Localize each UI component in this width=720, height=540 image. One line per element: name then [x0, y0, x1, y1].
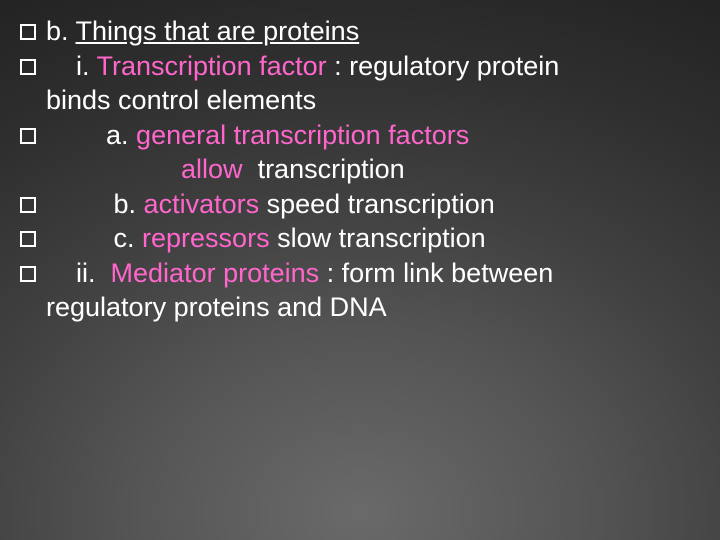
line-2-text: i. Transcription factor : regulatory pro…	[46, 49, 688, 84]
line-6-continuation: regulatory proteins and DNA	[20, 290, 688, 325]
line-3c-pre	[46, 154, 181, 184]
checkbox-icon	[20, 197, 36, 213]
line-4-post: speed transcription	[267, 189, 495, 219]
line-3c-post: transcription	[243, 154, 405, 184]
line-6-pre: ii.	[46, 258, 111, 288]
bullet-line-5: c. repressors slow transcription	[20, 221, 688, 256]
checkbox-icon	[20, 24, 36, 40]
line-2-pre: i.	[46, 51, 97, 81]
line-2-post: : regulatory protein	[334, 51, 559, 81]
line-3-term: general transcription factors	[136, 120, 469, 150]
checkbox-icon	[20, 59, 36, 75]
line-4-term: activators	[144, 189, 267, 219]
line-1-text: b. Things that are proteins	[46, 14, 688, 49]
line-4-pre: b.	[46, 189, 144, 219]
line-6-post: : form link between	[327, 258, 554, 288]
line-3-continuation: allow transcription	[20, 152, 688, 187]
bullet-line-3: a. general transcription factors	[20, 118, 688, 153]
bullet-line-2: i. Transcription factor : regulatory pro…	[20, 49, 688, 84]
checkbox-icon	[20, 231, 36, 247]
line-2-continuation: binds control elements	[20, 83, 688, 118]
line-2-term: Transcription factor	[97, 51, 335, 81]
line-1-heading: Things that are proteins	[76, 16, 360, 46]
bullet-line-1: b. Things that are proteins	[20, 14, 688, 49]
line-5-pre: c.	[46, 223, 142, 253]
slide-content: b. Things that are proteins i. Transcrip…	[0, 0, 720, 325]
line-6-term: Mediator proteins	[111, 258, 327, 288]
line-3-pre: a.	[46, 120, 136, 150]
bullet-line-6: ii. Mediator proteins : form link betwee…	[20, 256, 688, 291]
line-1-pre: b.	[46, 16, 76, 46]
checkbox-icon	[20, 128, 36, 144]
line-6-text: ii. Mediator proteins : form link betwee…	[46, 256, 688, 291]
checkbox-icon	[20, 266, 36, 282]
line-3c-term: allow	[181, 154, 243, 184]
bullet-line-4: b. activators speed transcription	[20, 187, 688, 222]
line-5-term: repressors	[142, 223, 277, 253]
line-5-text: c. repressors slow transcription	[46, 221, 688, 256]
line-3-text: a. general transcription factors	[46, 118, 688, 153]
line-5-post: slow transcription	[277, 223, 486, 253]
line-4-text: b. activators speed transcription	[46, 187, 688, 222]
